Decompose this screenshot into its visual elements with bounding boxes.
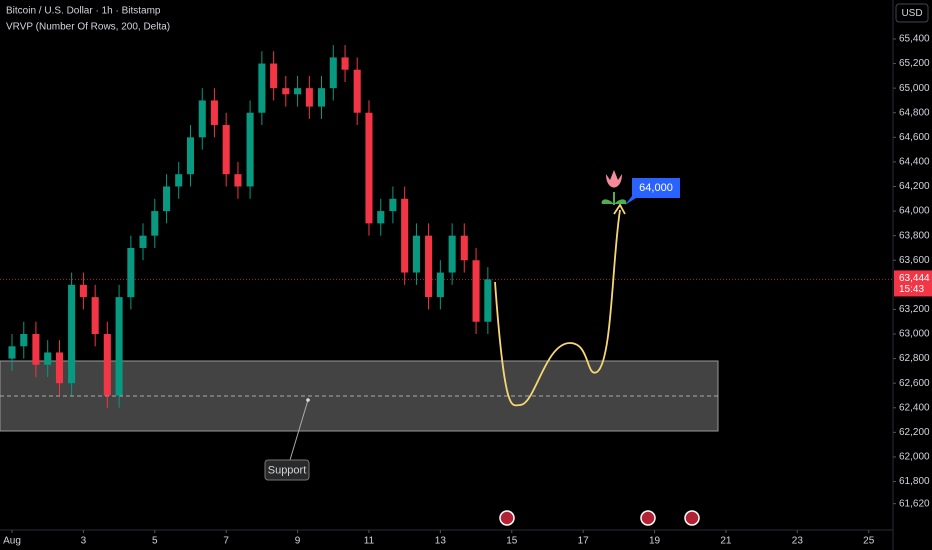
x-tick-label: 21 [720, 536, 732, 547]
x-tick-label: 25 [863, 536, 875, 547]
candle-body [353, 69, 361, 113]
candle-body [341, 57, 349, 70]
y-tick-label: 64,600 [899, 132, 930, 143]
currency-label: USD [901, 8, 922, 19]
y-tick-label: 65,400 [899, 34, 930, 45]
y-tick-label: 63,600 [899, 255, 930, 266]
candle-body [270, 63, 278, 89]
y-tick-label: 62,800 [899, 353, 930, 364]
indicator-label: VRVP (Number Of Rows, 200, Delta) [6, 22, 170, 33]
x-tick-label: 9 [295, 536, 301, 547]
candle-body [436, 272, 444, 298]
candle-body [472, 260, 480, 322]
candle-body [20, 334, 28, 347]
target-callout [625, 178, 680, 205]
y-tick-label: 63,200 [899, 304, 930, 315]
candle-body [139, 235, 147, 248]
candle-body [151, 211, 159, 236]
currency-box [895, 3, 929, 23]
last-price-label: 63,444 [899, 273, 930, 284]
y-tick-label: 64,200 [899, 181, 930, 192]
candle-body [401, 198, 409, 273]
candle-body [389, 198, 397, 212]
candle-body [91, 297, 99, 335]
y-tick-label: 64,000 [899, 206, 930, 217]
candle-body [32, 334, 40, 365]
y-tick-label: 64,800 [899, 107, 930, 118]
candle-body [460, 235, 468, 261]
candle-body [163, 186, 171, 212]
candle-body [246, 112, 254, 187]
y-tick-label: 61,620 [899, 498, 930, 509]
x-tick-label: 23 [792, 536, 804, 547]
candle-body [258, 63, 266, 113]
x-tick-label: 13 [435, 536, 447, 547]
support-label: Support [268, 464, 307, 476]
candle-body [305, 88, 313, 107]
candle-body [186, 137, 195, 175]
x-tick-label: 7 [223, 536, 229, 547]
candle-body [412, 235, 420, 273]
y-tick-label: 62,000 [899, 452, 930, 463]
y-tick-label: 62,200 [899, 427, 930, 438]
candle-body [127, 247, 135, 298]
tulip-icon [601, 170, 627, 205]
support-box [264, 459, 310, 481]
candle-body [115, 297, 123, 396]
last-price-box [894, 270, 932, 297]
chart-title: Bitcoin / U.S. Dollar · 1h · Bitstamp [6, 6, 161, 17]
candle-body [198, 100, 206, 138]
y-tick-label: 62,600 [899, 378, 930, 389]
candle-body [448, 235, 456, 273]
candle-body [8, 346, 16, 359]
support-pointer [289, 399, 309, 461]
event-icons [499, 510, 700, 526]
candle-body [365, 112, 373, 224]
candle-body [210, 100, 218, 126]
y-tick-label: 61,800 [899, 476, 930, 487]
x-tick-label: 3 [81, 536, 87, 547]
candle-body [377, 211, 385, 224]
y-tick-label: 65,200 [899, 58, 930, 69]
candle-body [282, 88, 290, 95]
target-label: 64,000 [639, 182, 673, 194]
candle-body [484, 279, 492, 322]
y-tick-label: 64,400 [899, 157, 930, 168]
candle-body [317, 88, 326, 107]
candle-body [294, 88, 302, 95]
x-tick-label: 19 [649, 536, 661, 547]
support-anchor [306, 398, 310, 402]
candle-body [79, 284, 87, 298]
y-tick-label: 63,800 [899, 230, 930, 241]
x-tick-label: 5 [152, 536, 158, 547]
x-tick-label: Aug [3, 536, 21, 547]
candle-body [175, 174, 183, 187]
y-tick-label: 63,000 [899, 329, 930, 340]
candle-body [222, 125, 230, 175]
y-tick-label: 65,000 [899, 83, 930, 94]
y-tick-label: 62,400 [899, 402, 930, 413]
x-tick-label: 15 [506, 536, 518, 547]
candle-body [68, 284, 76, 384]
candle-body [44, 352, 52, 365]
projection-path [494, 209, 621, 407]
candle-body [103, 334, 111, 396]
countdown-label: 15:43 [899, 284, 924, 295]
candle-body [234, 174, 242, 187]
x-tick-label: 17 [578, 536, 590, 547]
candle-body [55, 352, 64, 384]
candle-body [425, 235, 433, 298]
candle-body [329, 57, 337, 89]
x-tick-label: 11 [364, 536, 375, 547]
projection-arrow [613, 203, 626, 215]
